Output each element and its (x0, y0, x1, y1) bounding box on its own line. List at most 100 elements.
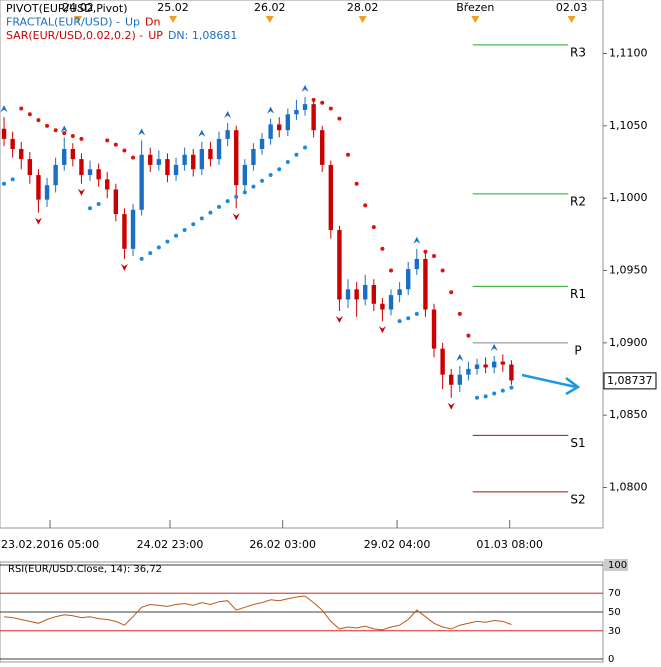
sar-dot (234, 194, 239, 199)
candle-body (87, 169, 93, 176)
sar-dot (10, 177, 15, 182)
sar-dot (174, 233, 179, 238)
candle-body (406, 269, 411, 290)
candle-body (277, 124, 282, 131)
sar-dot (285, 160, 290, 165)
top-tick-label: 26.02 (254, 1, 286, 14)
sar-dot (88, 206, 93, 211)
top-tick-marker (358, 16, 367, 23)
candle-body (173, 164, 179, 176)
legend-text: UP (148, 29, 163, 42)
candle-body (388, 295, 394, 310)
sar-dot (449, 290, 454, 295)
sar-dot (397, 319, 402, 324)
candle-body (105, 179, 110, 190)
candle-body (242, 164, 248, 186)
candle-body (345, 289, 351, 300)
rsi-title: RSI(EUR/USD.Close, 14): 36,72 (8, 564, 162, 575)
sar-dot (440, 268, 445, 273)
candle-body (414, 258, 420, 270)
candle-body (1, 128, 7, 139)
rsi-line (3, 595, 512, 631)
candle-body (208, 148, 213, 160)
candle-body (216, 138, 222, 160)
sar-dot (483, 394, 488, 399)
fractal-up (60, 125, 68, 133)
pivot-label: R1 (570, 287, 586, 301)
sar-dot (475, 395, 480, 400)
candle-body (70, 148, 76, 160)
candle-body (36, 175, 41, 200)
sar-dot (311, 97, 316, 102)
rsi-tick-label: 0 (608, 654, 614, 665)
plot-frame (0, 0, 604, 529)
candle-body (156, 159, 162, 165)
candle-body (62, 148, 67, 165)
candle-body (466, 368, 471, 375)
legend-text: Up (125, 16, 140, 29)
candle-body (122, 214, 127, 249)
legend-text: DN: 1,08681 (168, 29, 237, 42)
fractal-down (232, 213, 240, 221)
candle-body (268, 124, 273, 139)
sar-dot (96, 201, 101, 206)
sar-dot (27, 112, 32, 117)
fractal-up (198, 129, 206, 137)
fractal-up (490, 343, 498, 351)
sar-dot (199, 216, 204, 221)
fractal-down (447, 402, 455, 410)
candle-body (500, 361, 506, 365)
candle-body (371, 284, 377, 304)
sar-dot (260, 178, 265, 183)
candle-body (139, 154, 144, 210)
candle-body (363, 284, 368, 300)
y-tick-label: 1,0850 (609, 408, 648, 421)
sar-dot (371, 225, 376, 230)
sar-dot (45, 123, 50, 128)
fractal-up (301, 84, 309, 92)
sar-dot (414, 311, 419, 316)
sar-dot (2, 181, 7, 186)
fractal-up (267, 106, 275, 114)
sar-dot (217, 204, 222, 209)
sar-dot (268, 173, 273, 178)
candle-body (53, 164, 58, 186)
legend-entry: SAR(EUR/USD,0.02,0.2) - UP DN: 1,08681 (6, 29, 237, 42)
fractal-down (335, 316, 343, 324)
fractal-down (378, 326, 386, 334)
candle-body (449, 374, 454, 385)
rsi-tick-box (604, 559, 628, 571)
legend-entry: PIVOT(EUR/USD,Pivot) (6, 2, 128, 15)
sar-dot (165, 239, 170, 244)
sar-dot (62, 131, 67, 136)
sar-dot (303, 145, 308, 150)
fractal-down (77, 188, 85, 196)
y-tick-label: 1,0800 (609, 480, 648, 493)
candle-body (251, 148, 256, 165)
x-tick-label: 26.02 03:00 (249, 538, 316, 551)
fractal-up (456, 353, 464, 361)
candle-body (311, 104, 316, 131)
sar-dot (389, 268, 394, 273)
candle-body (492, 361, 497, 368)
fractal-up (413, 236, 421, 244)
candle-body (234, 130, 239, 186)
candle-body (423, 258, 428, 310)
top-tick-marker (567, 16, 576, 23)
pivot-label: S1 (570, 436, 585, 450)
candle-body (285, 114, 291, 131)
candle-body (328, 164, 334, 231)
y-tick-label: 1,1100 (609, 47, 648, 60)
sar-dot (320, 100, 325, 105)
x-tick-label: 01.03 08:00 (476, 538, 543, 551)
rsi-tick-label: 30 (608, 626, 621, 637)
rsi-tick-label: 70 (608, 588, 621, 599)
fractal-down (120, 263, 128, 271)
top-tick-marker (73, 16, 82, 23)
rsi-tick-label: 100 (608, 560, 627, 571)
sar-dot (346, 152, 351, 157)
sar-dot (139, 256, 144, 261)
sar-dot (70, 133, 75, 138)
sar-dot (354, 181, 359, 186)
sar-dot (148, 251, 153, 256)
